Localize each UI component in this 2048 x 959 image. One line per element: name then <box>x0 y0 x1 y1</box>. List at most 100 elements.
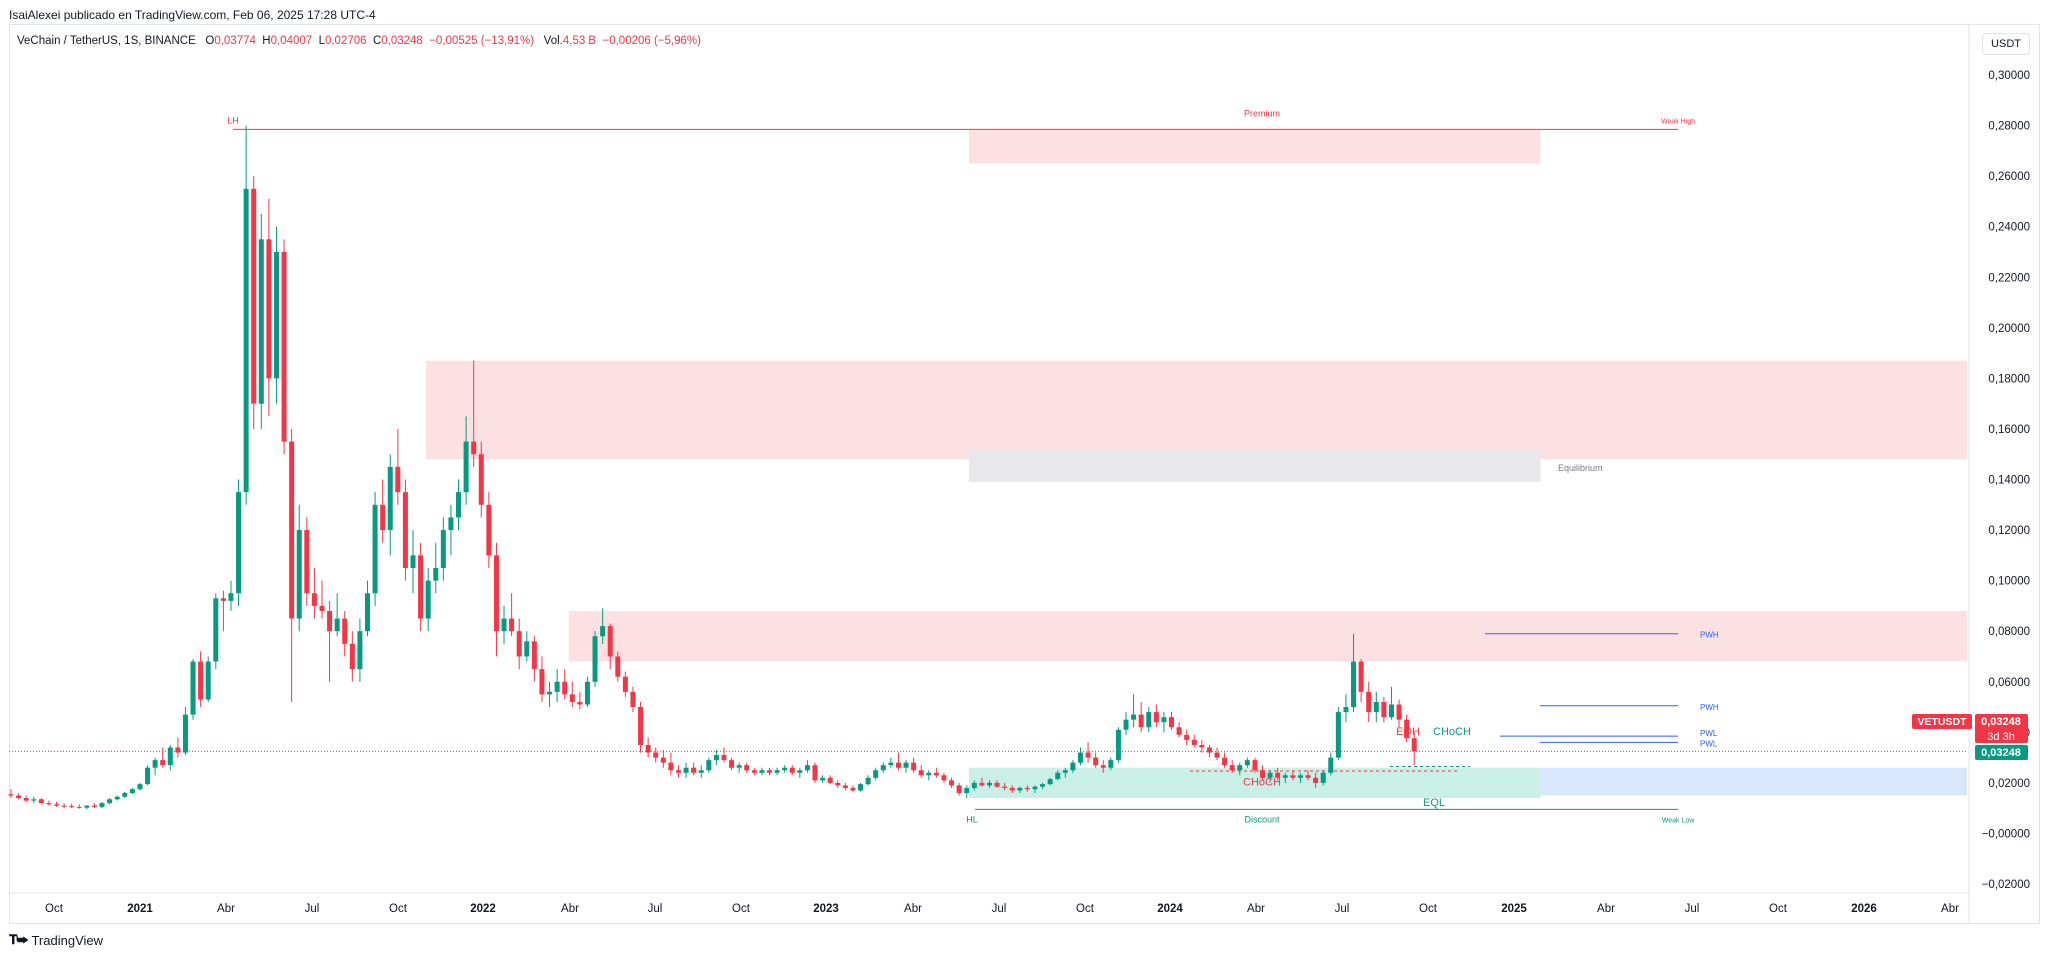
y-tick-label: −0,02000 <box>1982 879 2030 891</box>
close-price-label: 0,03248 <box>1981 747 2021 759</box>
candle-body <box>205 661 211 700</box>
y-tick-label: 0,20000 <box>1988 323 2030 335</box>
zone-equilibrium <box>968 449 1541 483</box>
candle-body <box>1358 661 1364 692</box>
candle-body <box>554 681 560 692</box>
candle-body <box>402 492 408 568</box>
candle-body <box>1282 775 1288 778</box>
candle-body <box>129 789 135 793</box>
candle-body <box>835 782 841 786</box>
brand-label: TradingView <box>31 932 104 948</box>
y-tick-label: 0,06000 <box>1988 677 2030 689</box>
candle-body <box>1040 784 1046 787</box>
candle-body <box>1047 779 1053 785</box>
candle-body <box>1381 701 1387 718</box>
y-tick-label: 0,22000 <box>1988 272 2030 284</box>
low-label: L <box>318 35 325 47</box>
candle-body <box>820 777 826 781</box>
candle-body <box>1313 777 1319 783</box>
high-label: H <box>262 35 271 47</box>
candle-body <box>577 701 583 705</box>
label-pwh: PWH <box>1700 703 1719 712</box>
candle-body <box>38 799 44 804</box>
zone-upper-supply <box>425 360 1967 460</box>
candle-body <box>190 661 196 715</box>
open-label: O <box>205 35 215 47</box>
candle-body <box>243 188 249 493</box>
candle-body <box>349 643 355 670</box>
candle-body <box>1244 760 1250 766</box>
candle-body <box>281 251 287 442</box>
candle-body <box>296 530 302 619</box>
label-pwh: PWH <box>1700 631 1719 640</box>
candle-body <box>994 782 1000 787</box>
candle-body <box>1115 729 1121 761</box>
label-hl: HL <box>966 814 978 824</box>
candle-body <box>903 762 909 768</box>
x-tick-label: 2025 <box>1501 903 1527 915</box>
candle-body <box>1404 719 1410 739</box>
candle-body <box>516 631 522 657</box>
candle-body <box>1275 772 1281 778</box>
x-tick-label: 2022 <box>470 903 496 915</box>
candle-body <box>167 747 173 766</box>
x-tick-label: Jul <box>992 903 1007 915</box>
brand[interactable]: 𝐓⮩ TradingView <box>9 932 103 948</box>
symbol-price-tag <box>1912 714 1972 729</box>
candle-body <box>16 795 22 799</box>
symbol-title[interactable]: VeChain / TetherUS, 1S, BINANCE <box>17 35 196 47</box>
candle-body <box>440 530 446 568</box>
candle-body <box>691 767 697 773</box>
candle-body <box>69 806 75 808</box>
x-tick-label: Abr <box>561 903 579 915</box>
candle-body <box>478 454 484 505</box>
candle-body <box>334 618 340 632</box>
candle-body <box>804 765 810 771</box>
candle-body <box>888 762 894 766</box>
candle-body <box>319 605 325 611</box>
candle-body <box>736 765 742 768</box>
candle-body <box>1237 765 1243 771</box>
volume-value: 4,53 B <box>562 35 597 47</box>
candle-body <box>137 784 143 790</box>
label-equilibrium: Equilibrium <box>1558 463 1603 473</box>
candle-body <box>380 504 386 531</box>
chart-frame[interactable] <box>9 24 2040 924</box>
candle-body <box>721 755 727 761</box>
candle-body <box>1411 738 1417 752</box>
label-premium: Premium <box>1244 108 1280 118</box>
candle-body <box>448 517 454 531</box>
candle-body <box>236 492 242 594</box>
candle-body <box>569 694 575 702</box>
x-tick-label: Jul <box>1335 903 1350 915</box>
candle-body <box>759 770 765 773</box>
candle-body <box>789 767 795 773</box>
candle-body <box>1146 712 1152 728</box>
candle-body <box>751 770 757 773</box>
zone-premium <box>968 129 1541 164</box>
low-value: 0,02706 <box>324 35 367 47</box>
label-choch: CHoCH <box>1243 777 1281 789</box>
candle-body <box>76 806 82 808</box>
candle-body <box>160 760 166 766</box>
candle-body <box>107 799 113 804</box>
candle-body <box>1305 775 1311 778</box>
candle-body <box>918 770 924 776</box>
candle-body <box>31 799 37 801</box>
candle-body <box>1055 772 1061 780</box>
candle-body <box>198 661 204 700</box>
candle-body <box>387 466 393 531</box>
y-tick-label: 0,28000 <box>1988 121 2030 133</box>
candle-body <box>698 770 704 773</box>
candle-body <box>1222 757 1228 766</box>
candle-body <box>91 805 97 807</box>
candle-body <box>304 530 310 594</box>
candle-body <box>1206 747 1212 753</box>
candle-body <box>1009 787 1015 791</box>
candle-body <box>1169 717 1175 728</box>
candle-body <box>1100 765 1106 768</box>
currency-button[interactable]: USDT <box>1982 33 2030 55</box>
candle-body <box>782 767 788 771</box>
symbol-tag-label: VETUSDT <box>1917 716 1967 728</box>
